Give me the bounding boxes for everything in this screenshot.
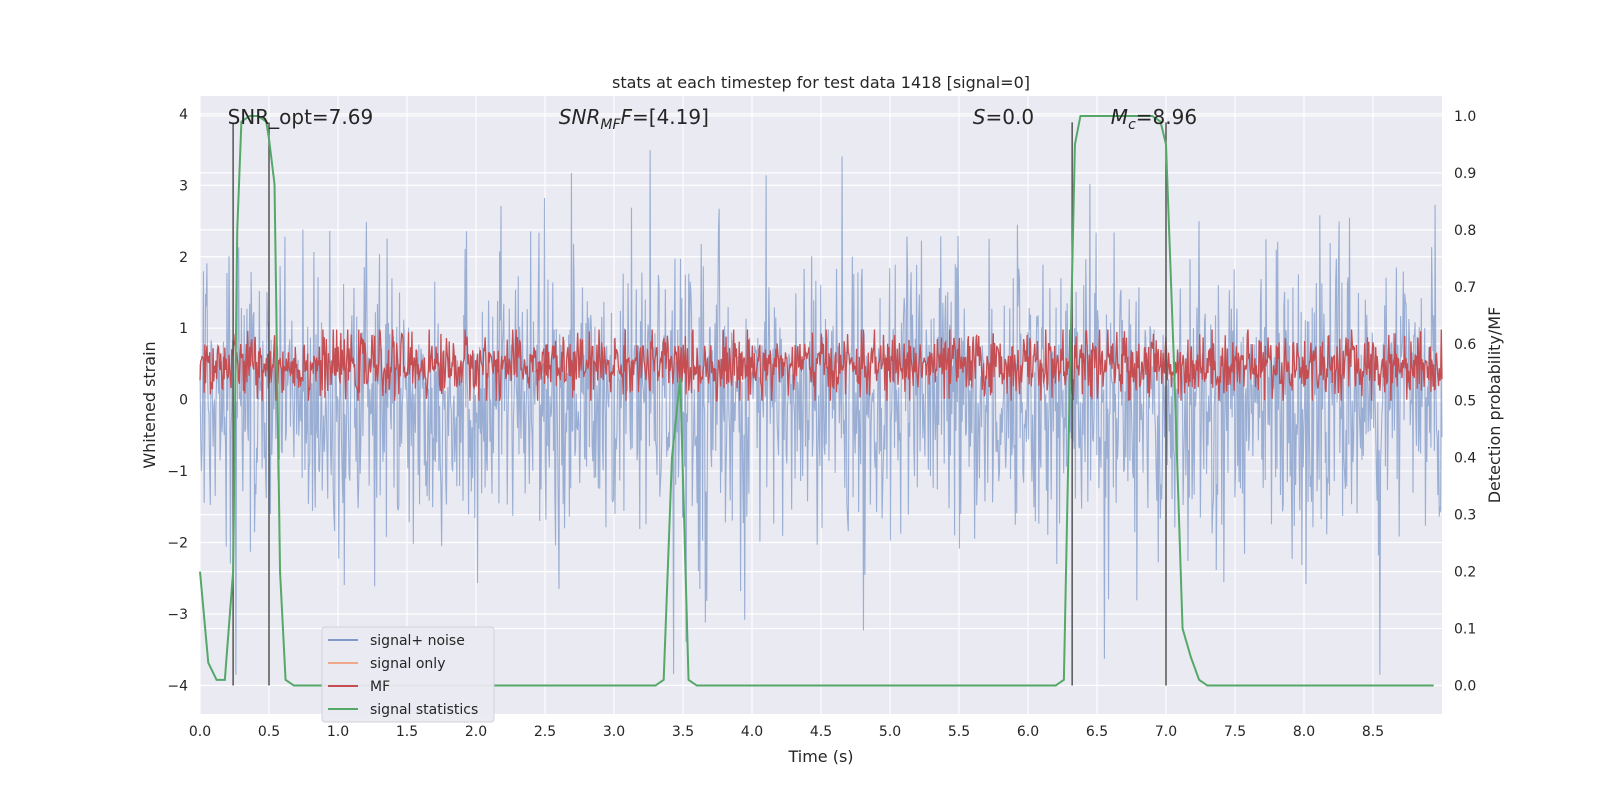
x-tick-label-16: 8.0 <box>1293 724 1315 740</box>
x-tick-label-11: 5.5 <box>948 724 970 740</box>
signal-statistics-series <box>199 114 1434 687</box>
annotation-0: SNR_opt=7.69 <box>228 105 374 129</box>
annotations: SNR_opt=7.69 SNRMFF=[4.19] S=0.0 Mc=8.96 <box>228 105 1197 133</box>
y-tick-right-label-2: 0.8 <box>1454 223 1476 239</box>
x-tick-label-6: 3.0 <box>603 724 625 740</box>
axis-ticks: 0.0 0.5 1.0 1.5 2.0 2.5 3.0 3.5 4.0 4.5 5.0 5.5 6.0 6… <box>167 107 1476 740</box>
x-tick-label-15: 7.5 <box>1224 724 1246 740</box>
x-tick-label-17: 8.5 <box>1362 724 1384 740</box>
y-tick-left-label-3: 1 <box>179 321 188 337</box>
y-tick-right-label-0: 1.0 <box>1454 109 1476 125</box>
y-tick-right-label-9: 0.1 <box>1454 622 1476 638</box>
y-tick-right-label-10: 0.0 <box>1454 679 1476 695</box>
x-tick-label-0: 0.0 <box>189 724 211 740</box>
y-tick-left-label-2: 2 <box>179 250 188 266</box>
x-tick-label-4: 2.0 <box>465 724 487 740</box>
y-tick-left-label-0: 4 <box>179 107 188 123</box>
x-tick-label-9: 4.5 <box>810 724 832 740</box>
y-tick-left-label-5: −1 <box>167 464 188 480</box>
mf-series <box>199 329 1443 402</box>
vertical-markers <box>232 122 1167 686</box>
signal-statistics-line <box>199 114 1434 687</box>
legend-label-noise: signal+ noise <box>370 633 465 649</box>
y-tick-left-label-8: −4 <box>167 678 188 694</box>
annotation-3: Mc=8.96 <box>1111 105 1197 133</box>
x-tick-label-3: 1.5 <box>396 724 418 740</box>
annotation-2: S=0.0 <box>973 105 1034 129</box>
x-tick-label-13: 6.5 <box>1086 724 1108 740</box>
legend: signal+ noise signal only MF signal stat… <box>321 626 495 723</box>
y-tick-right-label-1: 0.9 <box>1454 166 1476 182</box>
y-axis-label-left: Whitened strain <box>140 341 159 468</box>
y-tick-right-label-4: 0.6 <box>1454 337 1476 353</box>
x-tick-label-2: 1.0 <box>327 724 349 740</box>
y-tick-right-label-6: 0.4 <box>1454 451 1476 467</box>
x-axis-label: Time (s) <box>787 747 853 766</box>
y-tick-left-label-7: −3 <box>167 607 188 623</box>
x-tick-label-5: 2.5 <box>534 724 556 740</box>
x-tick-label-8: 4.0 <box>741 724 763 740</box>
x-tick-label-10: 5.0 <box>879 724 901 740</box>
y-tick-right-label-3: 0.7 <box>1454 280 1476 296</box>
y-tick-left-label-1: 3 <box>179 178 188 194</box>
x-tick-label-1: 0.5 <box>258 724 280 740</box>
y-tick-left-label-4: 0 <box>179 393 188 409</box>
x-tick-label-7: 3.5 <box>672 724 694 740</box>
chart-title: stats at each timestep for test data 141… <box>612 73 1030 92</box>
x-tick-label-14: 7.0 <box>1155 724 1177 740</box>
legend-label-stats: signal statistics <box>370 702 478 718</box>
annotation-1: SNRMFF=[4.19] <box>559 105 709 133</box>
y-tick-left-label-6: −2 <box>167 536 188 552</box>
mf-line <box>199 329 1443 402</box>
x-tick-label-12: 6.0 <box>1017 724 1039 740</box>
legend-label-signal: signal only <box>370 656 445 672</box>
y-tick-right-label-7: 0.3 <box>1454 508 1476 524</box>
y-tick-right-label-8: 0.2 <box>1454 565 1476 581</box>
y-axis-label-right: Detection probability/MF <box>1485 307 1504 504</box>
y-tick-right-label-5: 0.5 <box>1454 394 1476 410</box>
legend-label-mf: MF <box>370 679 390 695</box>
legend-box <box>321 626 495 723</box>
